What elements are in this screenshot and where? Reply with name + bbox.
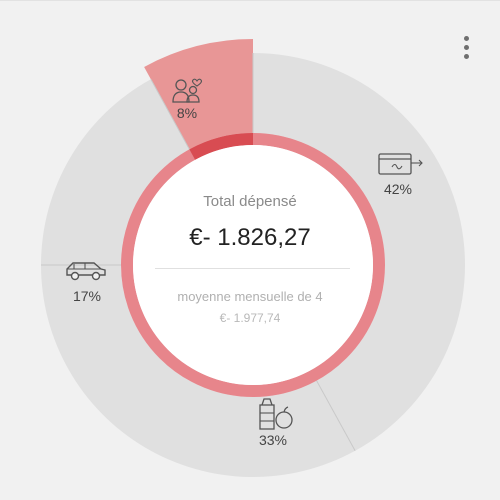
slice-separator (150, 78, 190, 150)
slice-card[interactable] (253, 53, 466, 451)
center-disc (133, 145, 373, 385)
slice-label-card: 42% (383, 181, 413, 197)
slice-family[interactable] (144, 39, 253, 150)
family-heart-icon (172, 78, 203, 103)
total-spent-label: Total dépensé (203, 193, 297, 210)
slice-label-car: 17% (72, 288, 102, 304)
total-spent-amount: €- 1.826,27 (189, 224, 311, 251)
monthly-average-value: €- 1.977,74 (219, 311, 281, 325)
slice-car[interactable] (41, 79, 190, 265)
more-vert-icon (463, 35, 469, 41)
slice-separator (316, 380, 356, 452)
groceries-icon (259, 398, 293, 430)
more-vert-icon-dot (463, 53, 469, 59)
monthly-average-label: moyenne mensuelle de 4 (177, 289, 323, 304)
more-options-button[interactable] (452, 30, 480, 64)
car-icon (66, 262, 106, 281)
slice-label-family: 8% (176, 105, 198, 121)
summary-divider (155, 268, 350, 269)
slice-label-groceries: 33% (258, 432, 288, 448)
payment-card-icon (378, 153, 423, 175)
selected-slice-ring (189, 133, 253, 160)
top-divider (0, 0, 500, 1)
more-vert-icon-dot (463, 44, 469, 50)
